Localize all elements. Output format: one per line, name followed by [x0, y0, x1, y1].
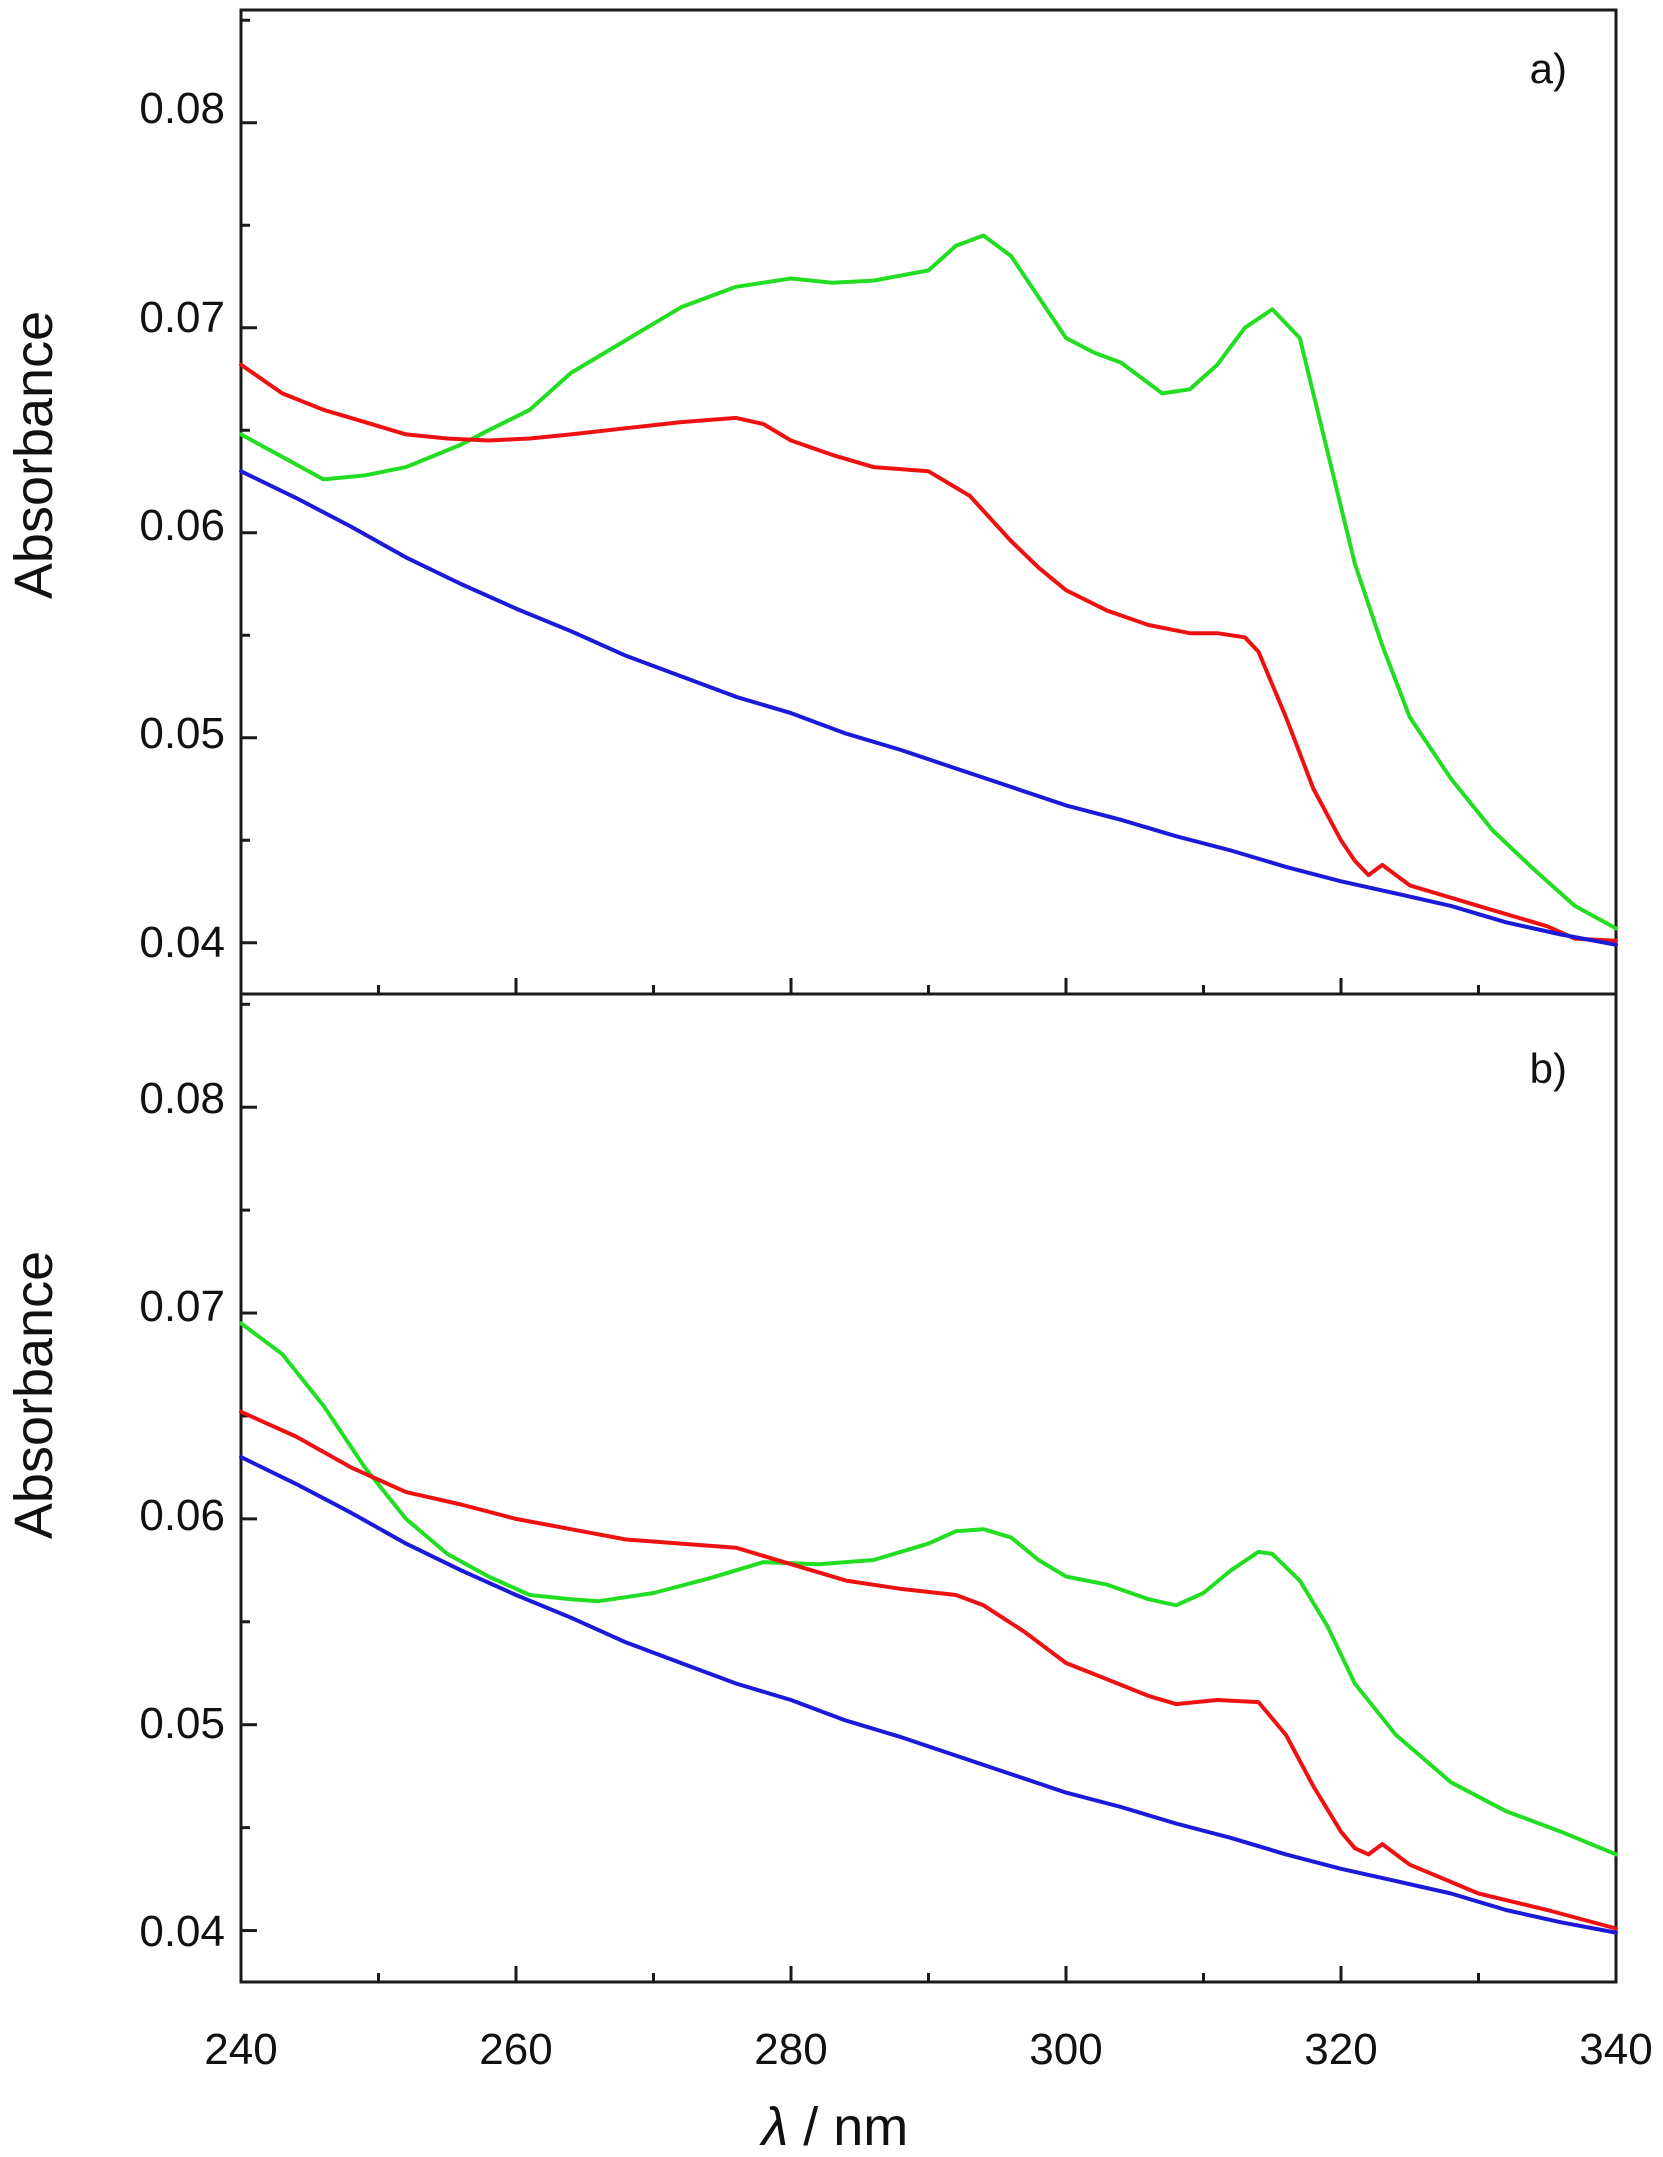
panel-a-frame: [239, 8, 1618, 996]
x-axis-title-symbol: λ: [759, 2097, 789, 2157]
panel-b-ytick-label-0.04: 0.04: [139, 1907, 225, 1956]
panel-b-y-axis-title: Absorbance: [4, 1251, 64, 1539]
xtick-label-300: 300: [1029, 2025, 1102, 2074]
xtick-label-340: 340: [1579, 2025, 1652, 2074]
panel-a-ytick-label-0.04: 0.04: [139, 918, 225, 967]
text-layer: a) Absorbance 0.08 0.07 0.06 0.05 0.04 b…: [4, 45, 1653, 2157]
xtick-label-260: 260: [479, 2025, 552, 2074]
x-axis-title: λ / nm: [759, 2097, 909, 2157]
panel-a-series-blue: [239, 469, 1618, 947]
panel-b-ytick-label-0.05: 0.05: [139, 1699, 225, 1748]
panel-b-label: b): [1530, 1045, 1567, 1092]
panel-b-ytick-label-0.08: 0.08: [139, 1074, 225, 1123]
panel-a-label: a): [1530, 45, 1567, 92]
panel-a-ytick-label-0.08: 0.08: [139, 84, 225, 133]
panel-a-series-green: [239, 233, 1618, 931]
xtick-label-280: 280: [754, 2025, 827, 2074]
panel-a-ytick-label-0.07: 0.07: [139, 293, 225, 342]
panel-b-frame: [239, 992, 1618, 1984]
series-layer: [239, 233, 1618, 1935]
panel-a-ytick-label-0.06: 0.06: [139, 501, 225, 550]
panel-b-series-blue: [239, 1455, 1618, 1935]
panel-a-series-red: [239, 362, 1618, 943]
panel-a-ytick-label-0.05: 0.05: [139, 709, 225, 758]
axes-layer: [239, 8, 1618, 1984]
panel-b-ytick-label-0.07: 0.07: [139, 1282, 225, 1331]
panel-b-series-red: [239, 1409, 1618, 1931]
x-axis-title-unit: / nm: [788, 2097, 908, 2157]
xtick-label-240: 240: [204, 2025, 277, 2074]
panel-a-y-axis-title: Absorbance: [4, 311, 64, 599]
panel-b-ytick-label-0.06: 0.06: [139, 1491, 225, 1540]
xtick-label-320: 320: [1304, 2025, 1377, 2074]
panel-b-series-green: [239, 1321, 1618, 1857]
